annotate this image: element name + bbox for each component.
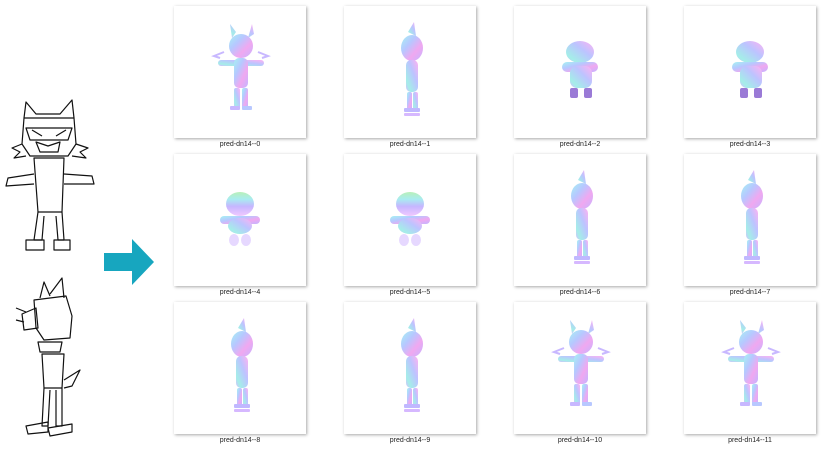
- prediction-thumbnail[interactable]: [514, 6, 646, 138]
- prediction-thumbnail[interactable]: [684, 6, 816, 138]
- front-view-sketch: [5, 99, 95, 251]
- prediction-label: pred-dn14--2: [559, 141, 601, 148]
- prediction-thumbnail[interactable]: [174, 154, 306, 286]
- prediction-thumbnail[interactable]: [514, 302, 646, 434]
- prediction-thumbnail[interactable]: [344, 302, 476, 434]
- prediction-label: pred-dn14--4: [219, 289, 261, 296]
- prediction-thumbnail[interactable]: [684, 154, 816, 286]
- prediction-cell: pred-dn14--4: [174, 154, 310, 296]
- prediction-cell: pred-dn14--6: [514, 154, 650, 296]
- prediction-thumbnail[interactable]: [344, 154, 476, 286]
- rendered-model-image: [401, 22, 423, 116]
- prediction-thumbnail[interactable]: [344, 6, 476, 138]
- prediction-thumbnail[interactable]: [174, 302, 306, 434]
- rendered-model-image: [211, 24, 271, 110]
- prediction-thumbnail[interactable]: [514, 154, 646, 286]
- prediction-thumbnail[interactable]: [684, 302, 816, 434]
- prediction-cell: pred-dn14--8: [174, 302, 310, 444]
- prediction-cell: pred-dn14--9: [344, 302, 480, 444]
- rendered-model-image: [721, 320, 781, 406]
- prediction-label: pred-dn14--1: [389, 141, 431, 148]
- prediction-cell: pred-dn14--5: [344, 154, 480, 296]
- prediction-label: pred-dn14--3: [729, 141, 771, 148]
- rendered-model-image: [741, 170, 763, 264]
- prediction-label: pred-dn14--0: [219, 141, 261, 148]
- prediction-label: pred-dn14--10: [557, 437, 603, 444]
- prediction-cell: pred-dn14--1: [344, 6, 480, 148]
- rendered-model-image: [231, 318, 253, 412]
- prediction-label: pred-dn14--7: [729, 289, 771, 296]
- prediction-label: pred-dn14--8: [219, 437, 261, 444]
- prediction-cell: pred-dn14--3: [684, 6, 820, 148]
- rendered-model-image: [551, 320, 611, 406]
- prediction-label: pred-dn14--11: [728, 437, 772, 444]
- prediction-cell: pred-dn14--7: [684, 154, 820, 296]
- prediction-cell: pred-dn14--11: [684, 302, 820, 444]
- prediction-cell: pred-dn14--10: [514, 302, 650, 444]
- prediction-label: pred-dn14--6: [559, 289, 601, 296]
- prediction-cell: pred-dn14--0: [174, 6, 310, 148]
- prediction-label: pred-dn14--9: [389, 437, 431, 444]
- arrow-right-icon: [104, 239, 154, 285]
- rendered-model-image: [390, 192, 430, 246]
- rendered-model-image: [732, 41, 768, 98]
- prediction-label: pred-dn14--5: [389, 289, 431, 296]
- prediction-thumbnail[interactable]: [174, 6, 306, 138]
- prediction-cell: pred-dn14--2: [514, 6, 650, 148]
- rendered-model-image: [562, 41, 598, 98]
- prediction-grid: pred-dn14--0 pred-dn14--1 pred-dn14--2 p…: [174, 6, 828, 455]
- side-view-sketch: [15, 277, 81, 437]
- input-sketches: [0, 0, 104, 455]
- rendered-model-image: [401, 318, 423, 412]
- rendered-model-image: [220, 192, 260, 246]
- rendered-model-image: [571, 170, 593, 264]
